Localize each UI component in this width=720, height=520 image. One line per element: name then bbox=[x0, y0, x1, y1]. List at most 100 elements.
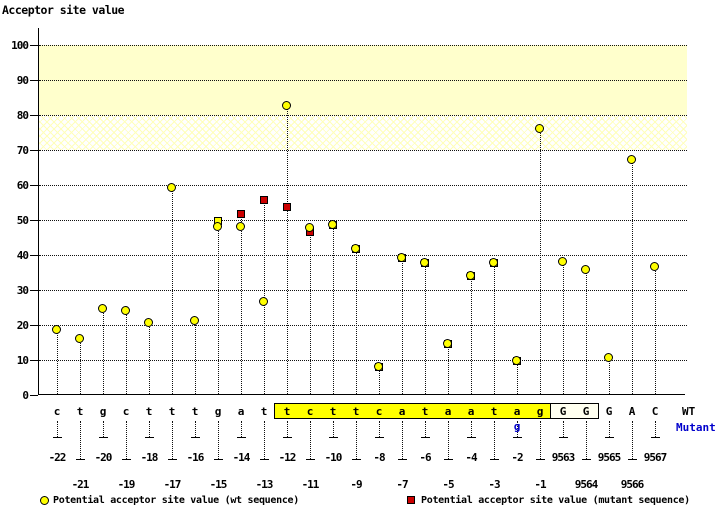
stem bbox=[333, 225, 334, 394]
wt-point bbox=[558, 257, 567, 266]
y-tick-label: 80 bbox=[16, 109, 29, 122]
position-drop-line bbox=[264, 421, 265, 459]
stem bbox=[195, 321, 196, 394]
base-letter: c bbox=[122, 405, 130, 418]
position-drop-line bbox=[287, 421, 288, 437]
base-letter: t bbox=[490, 405, 498, 418]
y-tick bbox=[30, 290, 38, 291]
stem bbox=[379, 367, 380, 394]
position-label: 9563 bbox=[551, 451, 576, 464]
wt-point bbox=[305, 223, 314, 232]
mutant-point bbox=[237, 210, 245, 218]
position-drop-line bbox=[195, 421, 196, 437]
wt-point bbox=[190, 316, 199, 325]
stem bbox=[632, 160, 633, 394]
stem bbox=[471, 276, 472, 394]
wt-legend-label: Potential acceptor site value (wt sequen… bbox=[53, 495, 299, 506]
wt-legend-circle-icon bbox=[40, 496, 49, 505]
position-label: -1 bbox=[534, 478, 546, 491]
position-label: -9 bbox=[350, 478, 362, 491]
wt-point bbox=[167, 183, 176, 192]
y-tick-label: 50 bbox=[16, 214, 29, 227]
y-tick-label: 70 bbox=[16, 144, 29, 157]
base-letter: g bbox=[536, 405, 544, 418]
position-drop-line bbox=[586, 421, 587, 459]
base-letter: a bbox=[398, 405, 406, 418]
stem bbox=[425, 263, 426, 394]
position-label: -4 bbox=[465, 451, 477, 464]
wt-point bbox=[98, 304, 107, 313]
mutant-legend-label: Potential acceptor site value (mutant se… bbox=[421, 495, 690, 506]
mutant-point bbox=[283, 203, 291, 211]
position-drop-line bbox=[333, 421, 334, 437]
wt-point bbox=[466, 271, 475, 280]
y-tick bbox=[30, 185, 38, 186]
base-letter: A bbox=[628, 405, 636, 418]
position-drop-line bbox=[540, 421, 541, 459]
y-tick bbox=[30, 80, 38, 81]
position-label: -13 bbox=[255, 478, 274, 491]
position-drop-line bbox=[356, 421, 357, 459]
stem bbox=[218, 221, 219, 394]
base-letter: c bbox=[306, 405, 314, 418]
y-tick-label: 0 bbox=[22, 389, 29, 402]
base-letter: t bbox=[145, 405, 153, 418]
base-letter: a bbox=[444, 405, 452, 418]
base-letter: a bbox=[513, 405, 521, 418]
y-tick bbox=[30, 115, 38, 116]
y-tick-label: 40 bbox=[16, 249, 29, 262]
position-label: -16 bbox=[186, 451, 205, 464]
wt-point bbox=[328, 220, 337, 229]
position-drop-line bbox=[218, 421, 219, 459]
y-tick bbox=[30, 150, 38, 151]
position-drop-line bbox=[448, 421, 449, 459]
stem bbox=[563, 262, 564, 394]
position-label: -6 bbox=[419, 451, 431, 464]
position-drop-line bbox=[632, 421, 633, 459]
base-letter: G bbox=[559, 405, 567, 418]
position-drop-line bbox=[57, 421, 58, 437]
stem bbox=[172, 188, 173, 394]
stem bbox=[402, 258, 403, 394]
wt-point bbox=[443, 339, 452, 348]
position-label: -21 bbox=[71, 478, 90, 491]
position-label: -7 bbox=[396, 478, 408, 491]
y-tick-label: 30 bbox=[16, 284, 29, 297]
stem bbox=[103, 309, 104, 394]
wt-row-label: WT bbox=[682, 405, 696, 418]
gridline bbox=[39, 150, 687, 151]
position-drop-line bbox=[471, 421, 472, 437]
stem bbox=[126, 311, 127, 394]
y-tick bbox=[30, 45, 38, 46]
position-label: -19 bbox=[117, 478, 136, 491]
stem bbox=[494, 263, 495, 394]
position-label: -17 bbox=[163, 478, 182, 491]
stem bbox=[287, 106, 288, 394]
gridline bbox=[39, 255, 687, 256]
position-drop-line bbox=[402, 421, 403, 459]
position-label: -15 bbox=[209, 478, 228, 491]
gridline bbox=[39, 290, 687, 291]
y-tick-label: 60 bbox=[16, 179, 29, 192]
stem bbox=[609, 358, 610, 394]
base-letter: g bbox=[99, 405, 107, 418]
gridline bbox=[39, 360, 687, 361]
y-tick bbox=[30, 360, 38, 361]
stem bbox=[448, 344, 449, 394]
stem bbox=[655, 267, 656, 394]
wt-point bbox=[236, 222, 245, 231]
position-label: -11 bbox=[301, 478, 320, 491]
position-label: 9567 bbox=[643, 451, 668, 464]
position-label: 9566 bbox=[620, 478, 645, 491]
wt-point bbox=[144, 318, 153, 327]
y-tick bbox=[30, 325, 38, 326]
position-label: -3 bbox=[488, 478, 500, 491]
y-tick-label: 10 bbox=[16, 354, 29, 367]
gridline bbox=[39, 115, 687, 116]
y-tick-label: 90 bbox=[16, 74, 29, 87]
base-letter: t bbox=[168, 405, 176, 418]
gridline bbox=[39, 220, 687, 221]
position-label: -12 bbox=[278, 451, 297, 464]
position-drop-line bbox=[80, 421, 81, 459]
